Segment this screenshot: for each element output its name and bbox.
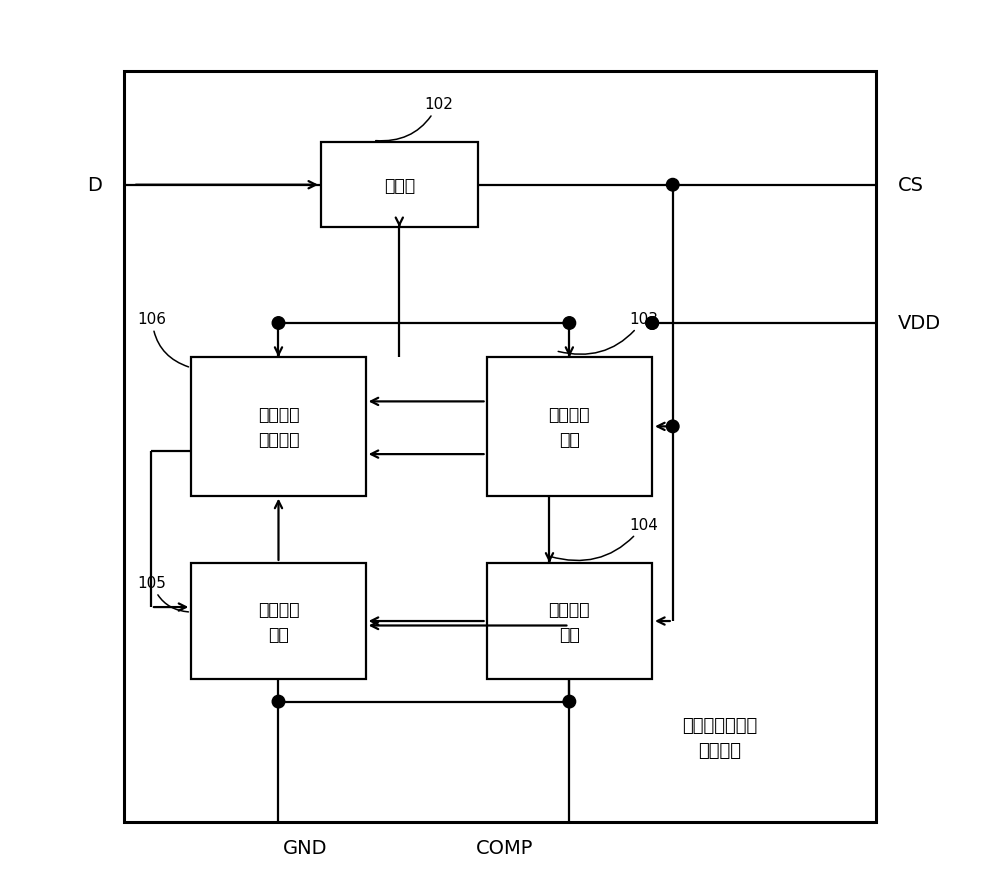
Text: 过零比较
模块: 过零比较 模块	[549, 405, 590, 449]
Text: 106: 106	[138, 311, 189, 367]
Bar	[124, 72, 876, 822]
Circle shape	[272, 317, 285, 330]
Text: 高功率因数恒流
控制芯片: 高功率因数恒流 控制芯片	[682, 716, 757, 759]
Circle shape	[666, 421, 679, 434]
Text: 导通控制
模块: 导通控制 模块	[258, 600, 299, 643]
Text: 104: 104	[550, 517, 659, 561]
Bar	[191, 563, 366, 679]
Text: 脉冲信号
生成模块: 脉冲信号 生成模块	[258, 405, 299, 449]
Text: D: D	[87, 175, 102, 195]
Text: 105: 105	[138, 575, 188, 612]
Bar	[321, 143, 478, 228]
Circle shape	[563, 696, 576, 708]
Bar	[191, 358, 366, 496]
Text: 开关管: 开关管	[384, 176, 415, 195]
Text: 102: 102	[376, 97, 453, 141]
Text: VDD: VDD	[898, 314, 941, 333]
Text: GND: GND	[283, 838, 327, 856]
Circle shape	[563, 317, 576, 330]
Text: 103: 103	[558, 311, 659, 355]
Text: COMP: COMP	[476, 838, 533, 856]
Circle shape	[646, 317, 658, 330]
Circle shape	[272, 696, 285, 708]
Bar	[487, 563, 652, 679]
Bar	[487, 358, 652, 496]
Text: 误差放大
模块: 误差放大 模块	[549, 600, 590, 643]
Circle shape	[666, 179, 679, 192]
Circle shape	[646, 317, 658, 330]
Text: CS: CS	[898, 175, 924, 195]
